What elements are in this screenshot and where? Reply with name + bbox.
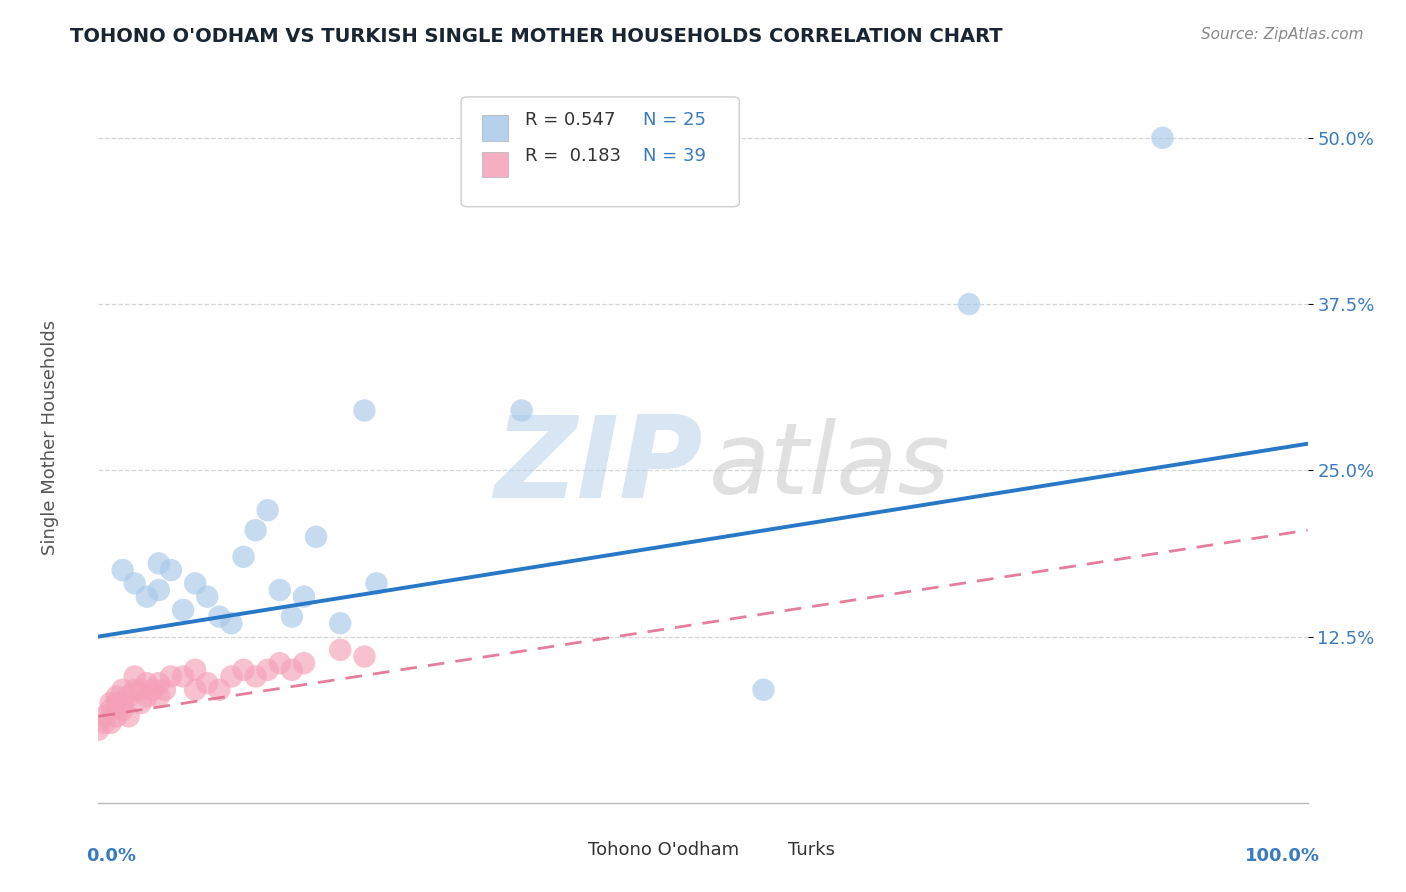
Point (148, 676, 170, 690)
Point (148, 557, 170, 571)
Point (305, 530, 328, 544)
Point (105, 696, 128, 710)
Point (221, 669, 243, 683)
Point (142, 682, 165, 697)
Point (256, 503, 278, 517)
Point (366, 576, 388, 591)
Point (184, 682, 207, 697)
Point (752, 682, 775, 697)
Point (118, 709, 141, 723)
Text: R = 0.547: R = 0.547 (526, 111, 616, 128)
Point (184, 576, 207, 591)
Text: atlas: atlas (709, 417, 950, 515)
Point (256, 663, 278, 677)
Point (292, 656, 315, 670)
Point (93, 709, 115, 723)
Point (1152, 131, 1174, 145)
Point (129, 696, 152, 710)
Point (129, 682, 152, 697)
Point (292, 590, 315, 604)
Bar (482, 152, 509, 178)
Point (105, 709, 128, 723)
Point (135, 590, 157, 604)
Point (957, 297, 980, 311)
Text: 0.0%: 0.0% (86, 847, 136, 864)
Point (100, 716, 122, 731)
Point (148, 690, 170, 704)
Point (221, 616, 243, 631)
Bar (546, 839, 579, 865)
Point (111, 682, 134, 697)
FancyBboxPatch shape (461, 97, 740, 207)
Point (111, 696, 134, 710)
Point (281, 609, 304, 624)
Point (148, 582, 170, 597)
Point (160, 669, 183, 683)
Point (124, 576, 146, 591)
Point (87, 723, 110, 737)
Point (245, 669, 267, 683)
Point (111, 703, 134, 717)
Point (93, 716, 115, 731)
Point (329, 643, 352, 657)
Point (135, 690, 157, 704)
Text: ZIP: ZIP (495, 411, 703, 522)
Point (510, 403, 533, 417)
Point (269, 656, 291, 670)
Text: Source: ZipAtlas.com: Source: ZipAtlas.com (1201, 27, 1364, 42)
Text: 100.0%: 100.0% (1244, 847, 1320, 864)
Text: Turks: Turks (787, 841, 835, 859)
Point (281, 663, 304, 677)
Text: R =  0.183: R = 0.183 (526, 147, 621, 165)
Point (353, 403, 375, 417)
Point (195, 590, 218, 604)
Point (329, 616, 352, 631)
Point (172, 603, 194, 617)
Point (208, 682, 231, 697)
Point (353, 649, 375, 664)
Point (153, 682, 176, 697)
Point (208, 609, 231, 624)
Text: TOHONO O'ODHAM VS TURKISH SINGLE MOTHER HOUSEHOLDS CORRELATION CHART: TOHONO O'ODHAM VS TURKISH SINGLE MOTHER … (70, 27, 1002, 45)
Point (245, 523, 267, 537)
Text: N = 39: N = 39 (643, 147, 706, 165)
Point (124, 669, 146, 683)
Point (232, 549, 254, 564)
Point (118, 690, 141, 704)
Point (105, 690, 128, 704)
Point (269, 582, 291, 597)
Point (232, 663, 254, 677)
Text: Tohono O'odham: Tohono O'odham (588, 841, 740, 859)
Point (160, 563, 183, 577)
Text: N = 25: N = 25 (643, 111, 706, 128)
Point (100, 703, 122, 717)
Point (172, 669, 194, 683)
Text: Single Mother Households: Single Mother Households (41, 319, 59, 555)
Point (184, 663, 207, 677)
Point (124, 682, 146, 697)
Point (135, 676, 157, 690)
Point (100, 696, 122, 710)
Point (111, 563, 134, 577)
Bar (745, 839, 779, 865)
Bar (482, 115, 509, 141)
Point (195, 676, 218, 690)
